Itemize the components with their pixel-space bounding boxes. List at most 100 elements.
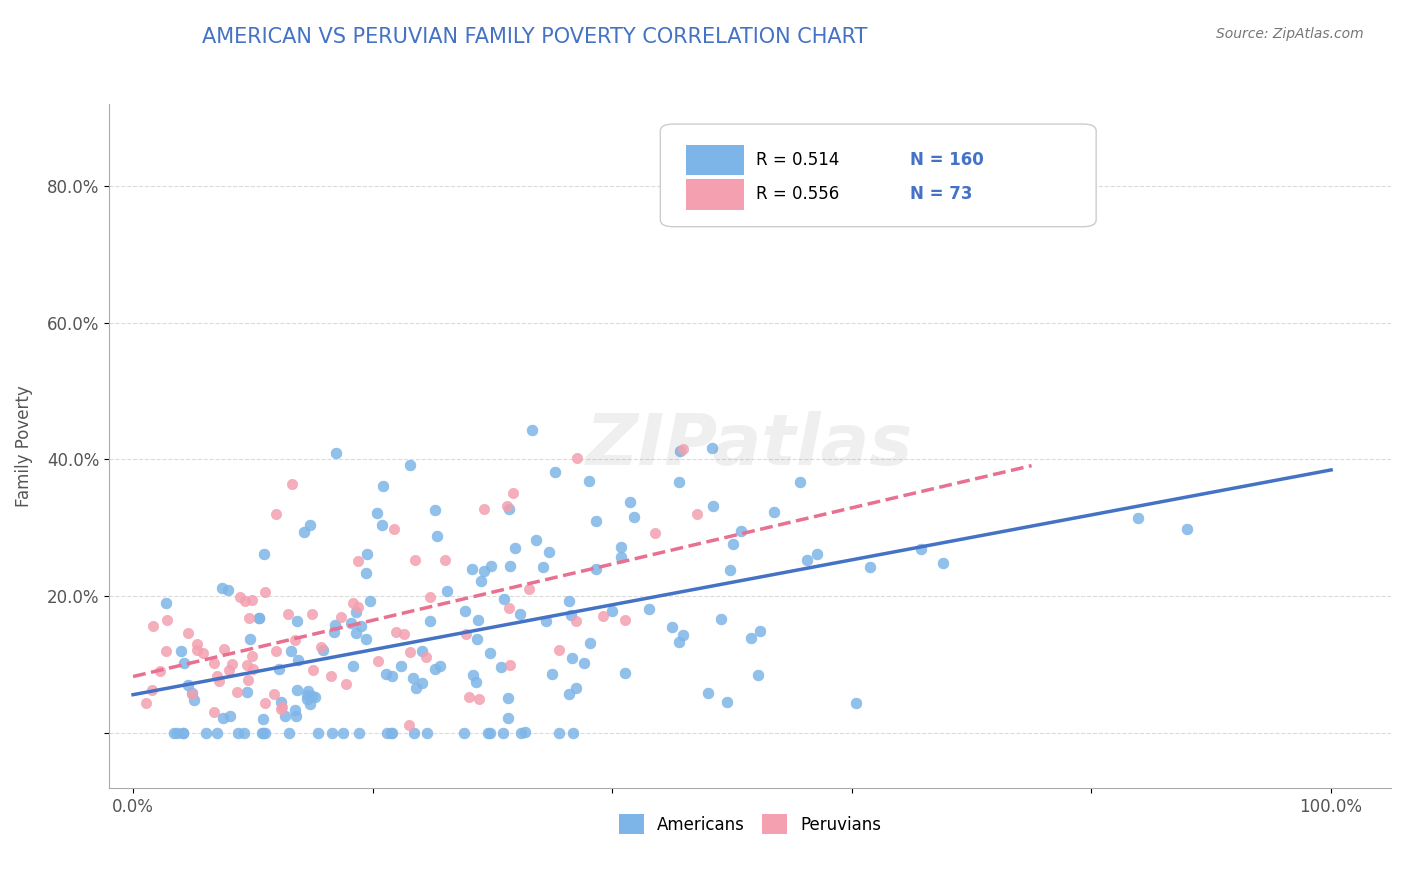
Point	[600, 604, 623, 618]
Point	[668, 443, 690, 458]
Point	[614, 666, 637, 681]
Point	[845, 696, 868, 710]
Point	[322, 625, 344, 640]
Point	[235, 685, 257, 699]
Point	[730, 524, 752, 539]
Point	[250, 726, 273, 740]
Point	[644, 525, 666, 540]
Point	[578, 475, 600, 489]
Point	[141, 682, 163, 697]
Point	[502, 486, 524, 500]
Point	[309, 640, 332, 654]
Point	[423, 503, 446, 517]
Point	[298, 697, 321, 711]
Point	[613, 613, 636, 627]
Point	[332, 726, 354, 740]
Point	[163, 726, 186, 740]
Point	[347, 726, 370, 740]
Point	[238, 611, 260, 625]
Point	[339, 615, 361, 630]
Point	[609, 549, 631, 564]
Point	[218, 663, 240, 677]
Point	[505, 541, 527, 556]
Point	[238, 632, 260, 647]
Point	[252, 726, 274, 740]
Point	[321, 726, 343, 740]
Point	[763, 505, 786, 519]
Point	[619, 495, 641, 509]
Point	[510, 726, 533, 740]
Point	[638, 602, 661, 616]
Point	[411, 676, 433, 690]
Point	[135, 696, 157, 710]
Text: Source: ZipAtlas.com: Source: ZipAtlas.com	[1216, 27, 1364, 41]
Point	[668, 475, 690, 489]
Point	[561, 726, 583, 740]
Point	[236, 658, 259, 673]
Point	[389, 658, 412, 673]
Point	[544, 466, 567, 480]
Point	[585, 514, 607, 528]
Point	[354, 566, 377, 580]
Point	[295, 688, 318, 702]
Point	[492, 726, 515, 740]
Point	[366, 506, 388, 520]
Point	[592, 608, 614, 623]
Point	[472, 564, 495, 578]
Point	[419, 591, 441, 605]
Point	[749, 624, 772, 639]
Point	[495, 499, 517, 513]
Point	[253, 585, 276, 599]
Point	[671, 628, 693, 642]
Point	[579, 636, 602, 650]
Point	[269, 662, 291, 676]
Point	[142, 619, 165, 633]
Point	[229, 591, 252, 605]
Point	[292, 524, 315, 539]
Point	[211, 582, 233, 596]
Point	[173, 657, 195, 671]
Point	[325, 618, 347, 632]
Point	[796, 552, 818, 566]
Point	[254, 696, 277, 710]
Point	[565, 451, 588, 466]
Point	[247, 611, 270, 625]
Point	[380, 726, 402, 740]
Point	[342, 658, 364, 673]
Point	[335, 677, 357, 691]
Point	[467, 614, 489, 628]
Point	[723, 537, 745, 551]
Point	[347, 554, 370, 568]
Point	[180, 686, 202, 700]
Point	[492, 591, 515, 606]
Point	[1175, 522, 1198, 536]
Point	[321, 669, 343, 683]
Point	[264, 508, 287, 522]
Point	[910, 541, 932, 556]
Point	[426, 529, 449, 543]
Point	[270, 701, 292, 715]
Point	[240, 648, 263, 663]
Point	[186, 636, 208, 650]
Point	[285, 682, 308, 697]
Point	[661, 620, 683, 634]
Y-axis label: Family Poverty: Family Poverty	[15, 384, 32, 507]
Point	[496, 711, 519, 725]
Point	[186, 643, 208, 657]
Point	[284, 632, 307, 647]
Point	[304, 690, 326, 704]
Point	[697, 686, 720, 700]
Point	[398, 718, 420, 732]
Point	[498, 501, 520, 516]
Point	[212, 641, 235, 656]
Point	[356, 547, 378, 561]
Point	[208, 674, 231, 689]
Point	[307, 726, 329, 740]
Point	[537, 545, 560, 559]
Point	[191, 646, 214, 660]
Point	[548, 642, 571, 657]
Point	[181, 686, 204, 700]
Point	[747, 667, 769, 681]
Text: N = 160: N = 160	[910, 151, 984, 169]
Point	[247, 610, 270, 624]
